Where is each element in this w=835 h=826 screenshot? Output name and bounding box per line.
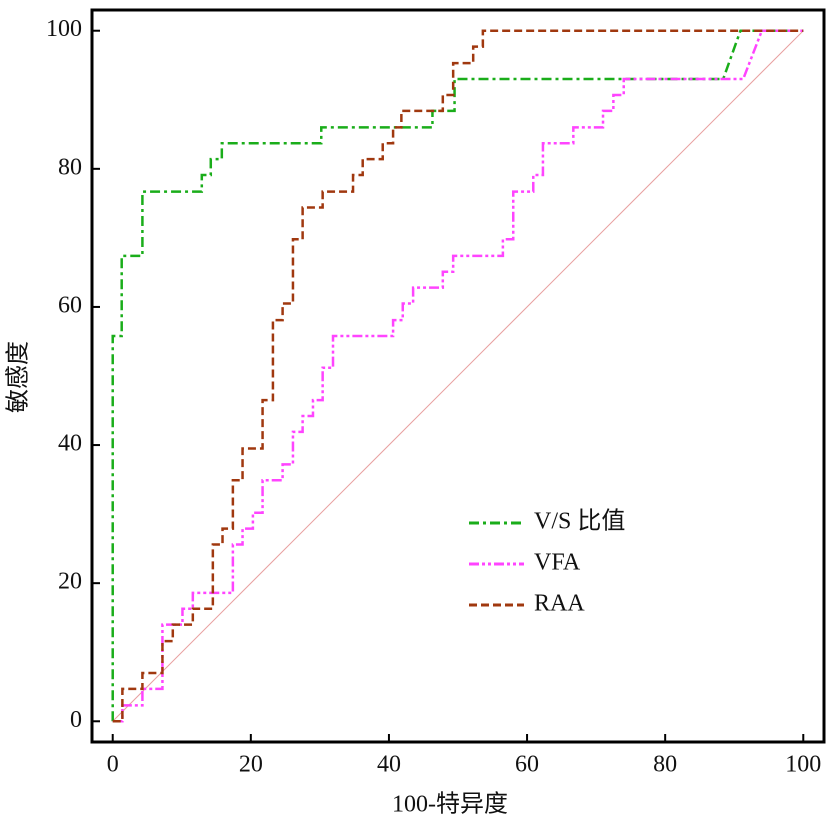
x-tick-label: 80 xyxy=(653,752,677,778)
y-tick-label: 40 xyxy=(58,431,82,457)
x-axis-label: 100-特异度 xyxy=(392,791,508,818)
y-tick-label: 20 xyxy=(58,569,82,595)
x-tick-label: 100 xyxy=(785,752,821,778)
x-tick-label: 60 xyxy=(515,752,539,778)
legend-label: RAA xyxy=(534,591,585,617)
y-tick-label: 80 xyxy=(58,154,82,180)
x-tick-label: 0 xyxy=(107,752,119,778)
y-axis-label: 敏感度 xyxy=(5,341,32,413)
y-tick-label: 60 xyxy=(58,292,82,318)
x-tick-label: 40 xyxy=(377,752,401,778)
series-line xyxy=(111,29,804,722)
reference-line xyxy=(112,30,804,722)
y-tick-label: 100 xyxy=(46,16,82,42)
x-tick-label: 20 xyxy=(239,752,263,778)
y-tick-label: 0 xyxy=(70,707,82,733)
series-line xyxy=(112,29,804,723)
legend-label: VFA xyxy=(534,550,581,576)
series-line xyxy=(112,29,804,723)
legend-label: V/S 比值 xyxy=(534,508,625,535)
plot-frame xyxy=(90,8,826,744)
